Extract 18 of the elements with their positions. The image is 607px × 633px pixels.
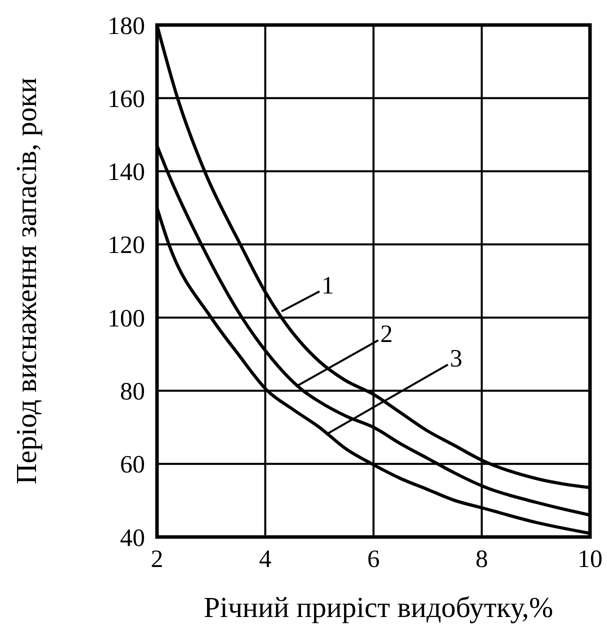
x-tick-label: 2 xyxy=(150,546,164,573)
x-tick-label: 4 xyxy=(259,546,272,573)
x-axis-title: Річний приріст видобутку,% xyxy=(204,592,554,624)
annotation: 2 xyxy=(380,321,393,348)
x-tick-label: 6 xyxy=(367,546,380,573)
y-tick-label: 100 xyxy=(108,305,145,332)
y-tick-label: 140 xyxy=(108,159,145,186)
annotation: 1 xyxy=(321,272,334,300)
y-axis-title: Період виснаження запасів, роки xyxy=(11,78,43,484)
x-tick-label: 8 xyxy=(476,546,488,573)
y-tick-label: 80 xyxy=(120,378,145,406)
y-tick-label: 60 xyxy=(120,452,145,479)
y-tick-label: 120 xyxy=(108,232,145,260)
y-tick-label: 180 xyxy=(108,12,145,40)
y-tick-label: 40 xyxy=(120,524,145,552)
x-tick-label: 10 xyxy=(578,546,602,573)
y-tick-label: 160 xyxy=(108,86,145,113)
annotation: 3 xyxy=(450,346,462,373)
